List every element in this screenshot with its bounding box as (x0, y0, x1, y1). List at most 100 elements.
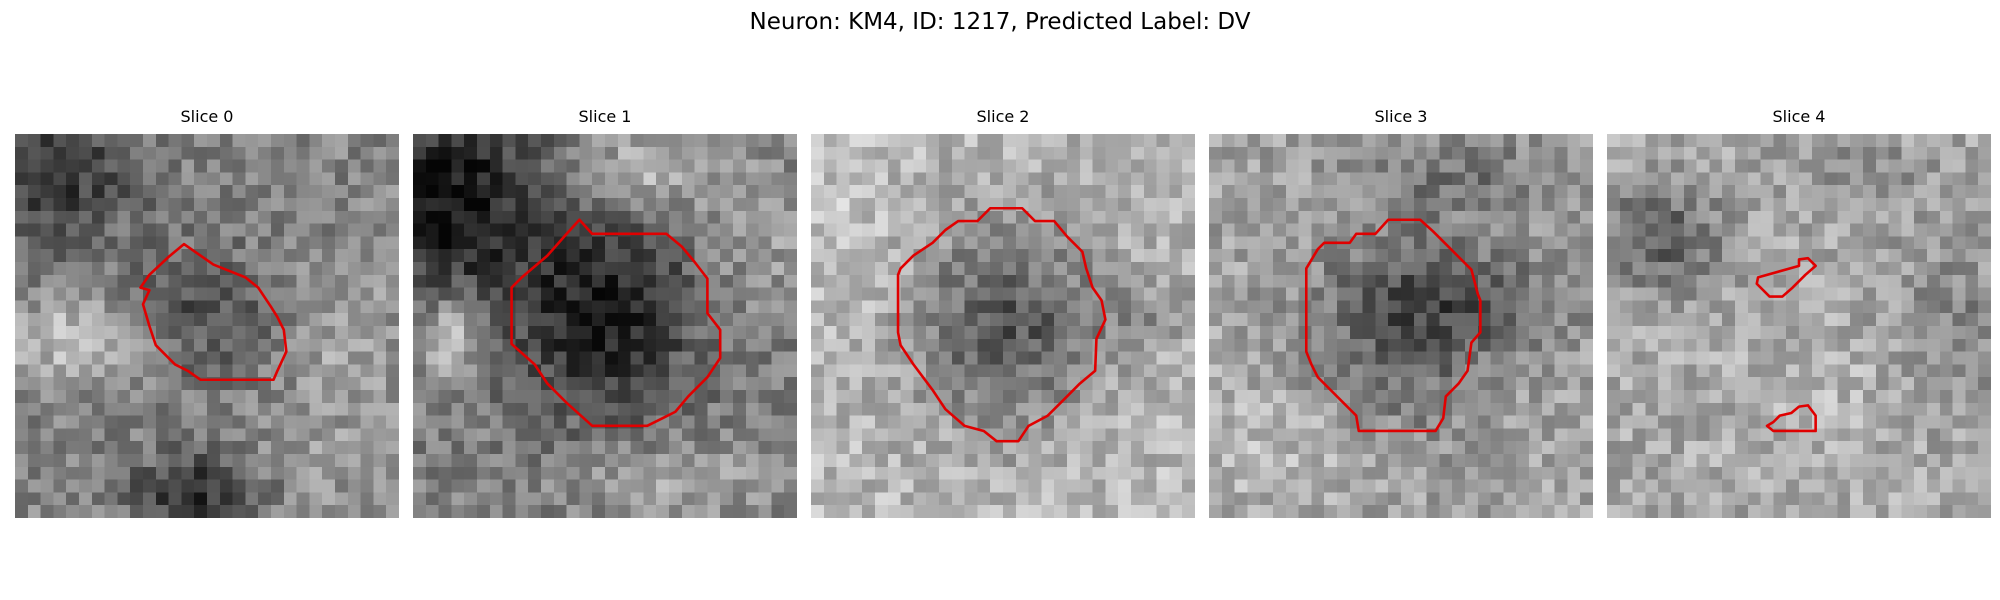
pixel (27, 441, 41, 455)
pixel (1863, 287, 1877, 301)
pixel (1567, 287, 1581, 301)
pixel (1298, 505, 1312, 518)
pixel (681, 351, 695, 365)
pixel (1978, 172, 1991, 186)
pixel (1760, 313, 1774, 327)
pixel (656, 198, 670, 212)
pixel (1015, 210, 1029, 224)
pixel (1683, 415, 1697, 429)
pixel (1209, 262, 1223, 276)
pixel (1696, 377, 1710, 391)
pixel (1863, 466, 1877, 480)
pixel (1413, 172, 1427, 186)
pixel (1914, 454, 1928, 468)
pixel (836, 146, 850, 160)
pixel (1439, 249, 1453, 263)
pixel (386, 390, 399, 404)
pixel (1554, 338, 1568, 352)
pixel (1169, 249, 1183, 263)
pixel (694, 492, 708, 506)
pixel (605, 402, 619, 416)
pixel (1337, 505, 1351, 518)
pixel (477, 249, 491, 263)
pixel (1041, 223, 1055, 237)
slice-panel-2: Slice 2 (811, 106, 1195, 518)
pixel (1003, 479, 1017, 493)
pixel (758, 198, 772, 212)
pixel (413, 326, 427, 340)
pixel (1516, 146, 1530, 160)
pixel (1413, 249, 1427, 263)
pixel (15, 249, 29, 263)
pixel (1143, 479, 1157, 493)
pixel (1863, 210, 1877, 224)
pixel (823, 262, 837, 276)
pixel (733, 300, 747, 314)
pixel (1273, 146, 1287, 160)
pixel (1465, 185, 1479, 199)
pixel (1298, 390, 1312, 404)
pixel (219, 351, 233, 365)
pixel (1786, 134, 1800, 148)
pixel (1247, 326, 1261, 340)
pixel (733, 223, 747, 237)
pixel (1799, 390, 1813, 404)
pixel (1850, 274, 1864, 288)
pixel (1143, 146, 1157, 160)
pixel (40, 185, 54, 199)
pixel (1067, 441, 1081, 455)
pixel (605, 198, 619, 212)
pixel (1054, 326, 1068, 340)
pixel (1285, 185, 1299, 199)
pixel (1465, 236, 1479, 250)
pixel (1837, 134, 1851, 148)
pixel (1388, 441, 1402, 455)
pixel (27, 351, 41, 365)
pixel (1696, 351, 1710, 365)
pixel (1580, 402, 1593, 416)
pixel (1337, 351, 1351, 365)
pixel (566, 415, 580, 429)
pixel (720, 287, 734, 301)
pixel (181, 377, 195, 391)
figure-title: Neuron: KM4, ID: 1217, Predicted Label: … (749, 9, 1251, 35)
pixel (887, 262, 901, 276)
pixel (964, 338, 978, 352)
pixel (1722, 415, 1736, 429)
pixel (53, 428, 67, 442)
pixel (1477, 262, 1491, 276)
pixel (1452, 390, 1466, 404)
pixel (1580, 351, 1593, 365)
pixel (1607, 441, 1621, 455)
pixel (1888, 287, 1902, 301)
pixel (1028, 338, 1042, 352)
pixel (1811, 159, 1825, 173)
pixel (1452, 134, 1466, 148)
pixel (1156, 441, 1170, 455)
pixel (296, 505, 310, 518)
pixel (1632, 454, 1646, 468)
pixel (1901, 236, 1915, 250)
pixel (1722, 428, 1736, 442)
pixel (1952, 351, 1966, 365)
pixel (1978, 351, 1991, 365)
pixel (1003, 454, 1017, 468)
pixel (643, 454, 657, 468)
pixel (1260, 313, 1274, 327)
pixel (322, 172, 336, 186)
pixel (1952, 428, 1966, 442)
pixel (669, 159, 683, 173)
pixel (823, 505, 837, 518)
pixel (1837, 172, 1851, 186)
pixel (939, 287, 953, 301)
pixel (27, 210, 41, 224)
pixel (464, 236, 478, 250)
pixel (309, 274, 323, 288)
pixel (579, 351, 593, 365)
pixel (373, 338, 387, 352)
pixel (1529, 223, 1543, 237)
pixel (823, 159, 837, 173)
pixel (1079, 223, 1093, 237)
pixel (811, 441, 825, 455)
pixel (617, 300, 631, 314)
